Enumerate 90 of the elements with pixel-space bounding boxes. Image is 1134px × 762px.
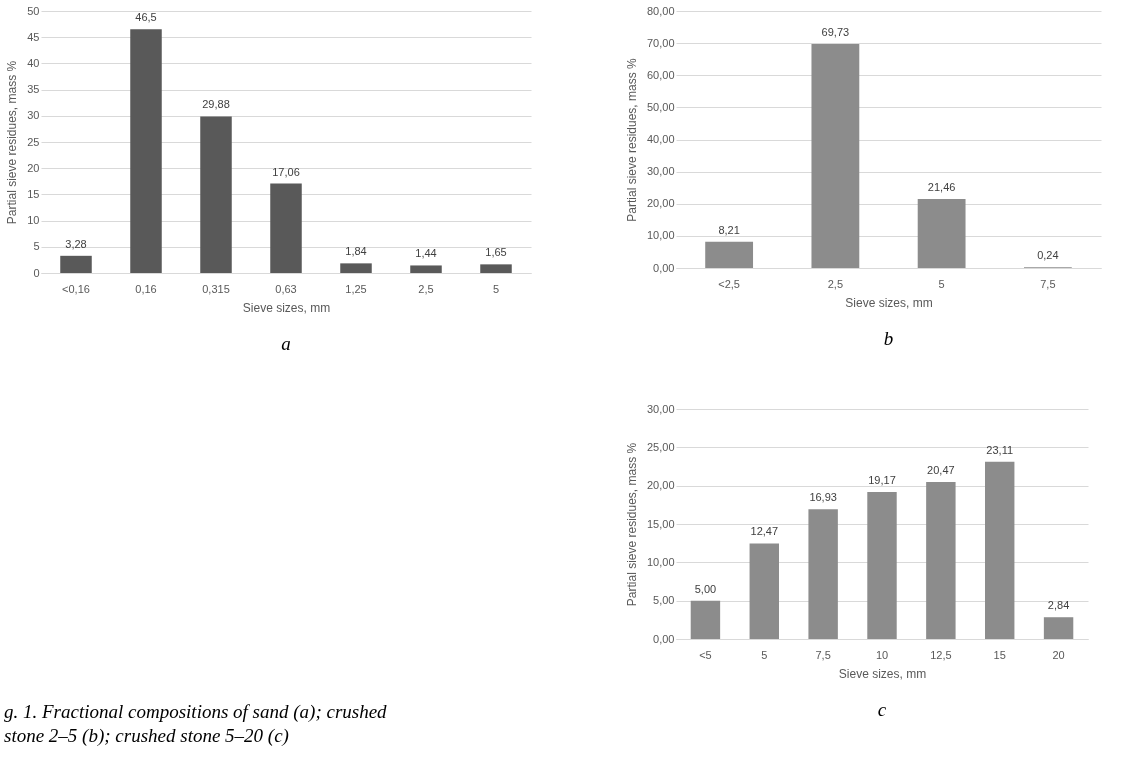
y-tick-label: 20,00 — [646, 479, 675, 492]
y-tick-label: 15,00 — [646, 517, 675, 530]
data-label: 21,46 — [927, 181, 956, 194]
y-tick-label: 30 — [27, 109, 40, 122]
bar — [917, 199, 966, 268]
bar — [867, 492, 897, 639]
data-label: 12,47 — [750, 525, 779, 538]
x-tick-label: 2,5 — [827, 277, 844, 290]
bar — [1043, 617, 1074, 639]
text: g. 1. Fractional compositions of sand (a); crushed stone 2–5 (b); crushed stone 5–20 (c) — [4, 700, 388, 748]
bar — [985, 461, 1015, 639]
bar — [60, 255, 92, 273]
y-tick-label: 70,00 — [646, 36, 675, 49]
x-tick-label: <2,5 — [718, 277, 740, 290]
data-label: 46,5 — [135, 11, 157, 24]
x-tick-label: 1,25 — [345, 282, 367, 295]
x-tick-label: <5 — [699, 648, 712, 661]
data-label: 23,11 — [986, 443, 1014, 456]
y-tick-label: 0 — [33, 266, 40, 279]
text: a — [281, 333, 291, 354]
x-tick-label: 12,5 — [930, 648, 952, 661]
y-tick-label: 30,00 — [646, 402, 675, 415]
y-tick-label: 5 — [33, 240, 40, 253]
x-tick-label: 0,315 — [202, 282, 230, 295]
x-tick-label: 5 — [938, 277, 945, 290]
bar — [749, 543, 779, 639]
y-tick-label: 0,00 — [653, 632, 675, 645]
data-label: 1,65 — [485, 246, 507, 259]
bar — [811, 43, 860, 268]
x-axis-title: Sieve sizes, mm — [242, 300, 331, 315]
text: c — [877, 699, 887, 720]
x-tick-label: 7,5 — [1040, 277, 1056, 290]
x-tick-label: 20 — [1052, 648, 1065, 661]
y-tick-label: 10,00 — [646, 229, 675, 242]
data-label: 1,84 — [345, 245, 367, 258]
x-tick-label: 0,16 — [135, 282, 157, 295]
data-label: 29,88 — [202, 98, 230, 111]
bar — [130, 29, 162, 273]
y-tick-label: 50,00 — [646, 100, 675, 113]
y-tick-label: 10 — [27, 214, 40, 227]
x-tick-label: 2,5 — [418, 282, 434, 295]
x-axis-title: Sieve sizes, mm — [845, 295, 933, 310]
y-tick-label: 5,00 — [653, 594, 675, 607]
text: b — [883, 328, 894, 349]
y-tick-label: 20,00 — [646, 197, 675, 210]
data-label: 2,84 — [1047, 599, 1070, 612]
data-label: 1,44 — [415, 247, 437, 260]
y-tick-label: 80,00 — [646, 4, 675, 17]
x-tick-label: 0,63 — [275, 282, 297, 295]
y-tick-label: 0,00 — [653, 261, 675, 274]
bar — [926, 482, 956, 639]
y-tick-label: 50 — [27, 4, 40, 17]
y-tick-label: 10,00 — [646, 555, 675, 568]
y-tick-label: 40 — [27, 56, 40, 69]
y-tick-label: 20 — [27, 161, 40, 174]
data-label: 8,21 — [718, 223, 740, 236]
data-label: 5,00 — [694, 582, 717, 595]
y-tick-label: 60,00 — [646, 68, 675, 81]
bar — [480, 264, 512, 273]
y-axis-title: Partial sieve residues, mass % — [5, 60, 20, 225]
y-tick-label: 40,00 — [646, 133, 675, 145]
x-tick-label: 10 — [875, 648, 889, 661]
data-label: 17,06 — [272, 165, 300, 178]
bar — [690, 600, 721, 639]
bar — [808, 509, 838, 639]
data-label: 19,17 — [868, 474, 896, 487]
data-label: 16,93 — [809, 491, 837, 504]
x-tick-label: 5 — [761, 648, 768, 661]
y-tick-label: 25,00 — [646, 440, 675, 453]
x-tick-label: 7,5 — [815, 648, 831, 661]
y-tick-label: 30,00 — [646, 165, 675, 178]
y-tick-label: 35 — [27, 83, 40, 96]
x-axis-title: Sieve sizes, mm — [838, 666, 927, 681]
y-tick-label: 45 — [27, 30, 40, 43]
x-tick-label: 5 — [492, 282, 500, 295]
bar — [705, 241, 754, 268]
x-tick-label: 15 — [993, 648, 1006, 661]
bar — [200, 116, 232, 273]
data-label: 3,28 — [65, 237, 87, 250]
y-axis-title: Partial sieve residues, mass % — [624, 442, 639, 607]
x-tick-label: <0,16 — [62, 282, 90, 295]
data-label: 20,47 — [927, 464, 955, 477]
bar — [340, 263, 372, 273]
y-tick-label: 15 — [27, 187, 40, 200]
y-tick-label: 25 — [27, 135, 40, 148]
data-label: 0,24 — [1037, 249, 1059, 262]
bar — [410, 265, 442, 273]
bar — [270, 183, 302, 273]
data-label: 69,73 — [821, 25, 850, 38]
y-axis-title: Partial sieve residues, mass % — [624, 57, 639, 222]
